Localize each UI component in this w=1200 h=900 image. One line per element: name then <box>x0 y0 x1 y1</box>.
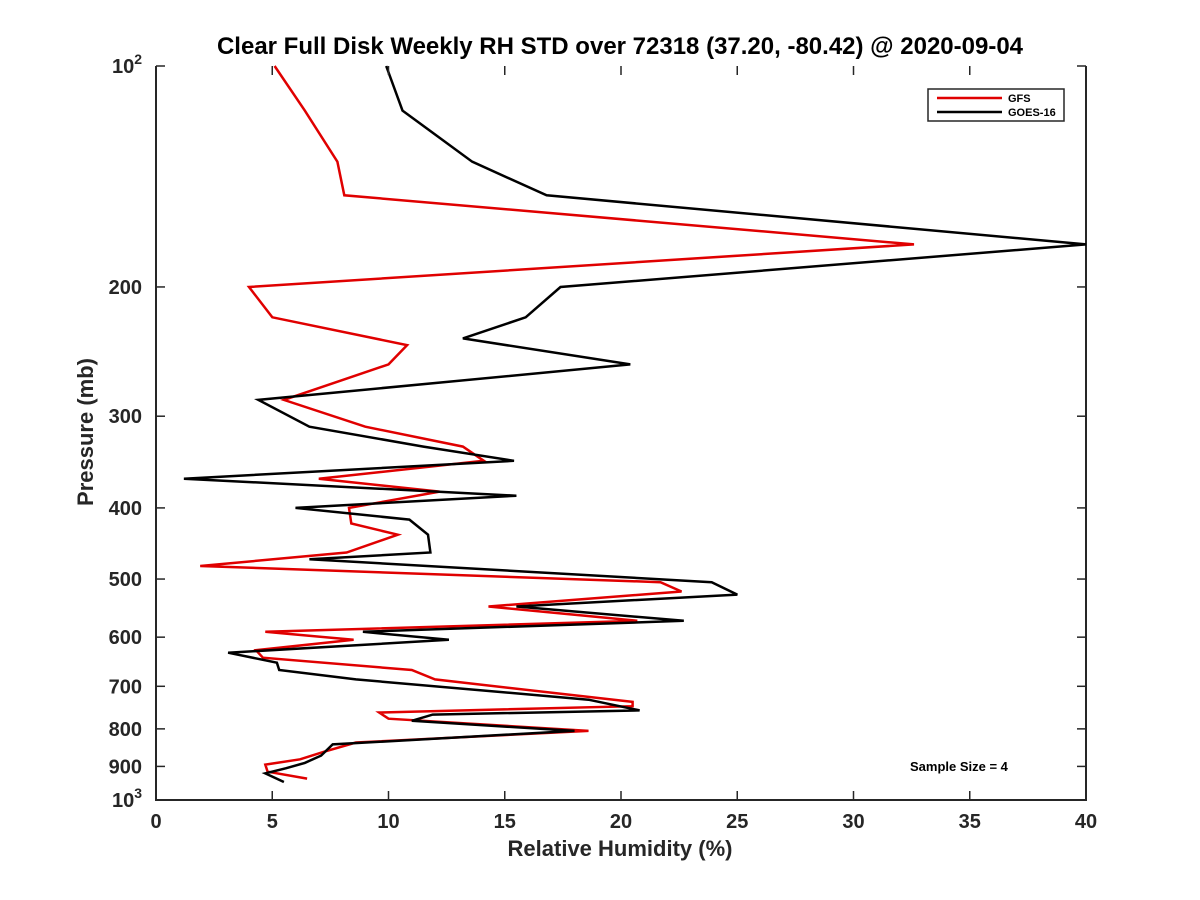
legend-box <box>927 88 1065 122</box>
y-axis: 102 200 300 400 500 600 700 800 900 103 <box>109 51 1086 812</box>
x-tick-label: 0 <box>150 811 161 833</box>
legend-label-gfs: GFS <box>1008 93 1031 105</box>
y-tick-label: 600 <box>109 627 142 649</box>
y-tick-label: 900 <box>109 756 142 778</box>
y-tick-label: 102 <box>112 51 142 78</box>
x-tick-label: 5 <box>267 811 278 833</box>
chart-title: Clear Full Disk Weekly RH STD over 72318… <box>217 33 1024 60</box>
sample-size-annotation: Sample Size = 4 <box>910 759 1009 774</box>
y-tick-label: 400 <box>109 498 142 520</box>
y-tick-label: 700 <box>109 676 142 698</box>
y-axis-label: Pressure (mb) <box>73 358 98 506</box>
x-tick-label: 35 <box>959 811 981 833</box>
x-tick-label: 40 <box>1075 811 1097 833</box>
x-tick-label: 30 <box>842 811 864 833</box>
series-layer <box>183 65 1087 784</box>
y-tick-label: 300 <box>109 406 142 428</box>
x-tick-label: 15 <box>494 811 516 833</box>
x-axis: 0 5 10 15 20 25 30 35 40 <box>150 66 1097 833</box>
plot-area: 0 5 10 15 20 25 30 35 40 102 200 300 400 500 600 700 80… <box>109 51 1098 833</box>
x-tick-label: 25 <box>726 811 748 833</box>
series-line-goes16 <box>183 65 1087 784</box>
x-tick-label: 20 <box>610 811 632 833</box>
y-tick-label: 500 <box>109 569 142 591</box>
y-tick-label: 200 <box>109 277 142 299</box>
x-axis-label: Relative Humidity (%) <box>508 836 733 861</box>
x-tick-label: 10 <box>377 811 399 833</box>
y-tick-label: 800 <box>109 719 142 741</box>
legend: GFS GOES-16 <box>927 88 1065 122</box>
y-tick-label: 103 <box>112 785 142 812</box>
legend-label-goes16: GOES-16 <box>1008 107 1056 119</box>
